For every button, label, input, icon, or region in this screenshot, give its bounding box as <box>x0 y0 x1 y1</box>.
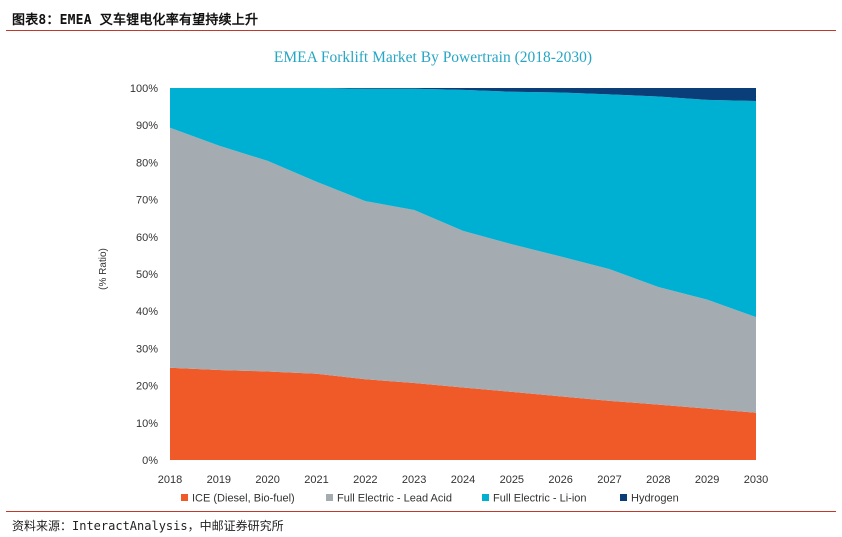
legend-label: Full Electric - Li-ion <box>493 493 587 505</box>
area-series-2 <box>170 127 756 413</box>
y-tick-label: 10% <box>136 418 158 430</box>
y-tick-label: 100% <box>130 83 158 95</box>
legend-swatch <box>181 494 188 501</box>
x-tick-label: 2024 <box>451 474 475 486</box>
x-tick-label: 2023 <box>402 474 426 486</box>
legend-label: ICE (Diesel, Bio-fuel) <box>192 493 295 505</box>
stacked-area-chart: EMEA Forklift Market By Powertrain (2018… <box>98 49 768 505</box>
area-series-1 <box>170 367 756 460</box>
x-tick-label: 2022 <box>353 474 377 486</box>
x-tick-label: 2026 <box>548 474 572 486</box>
y-tick-label: 40% <box>136 306 158 318</box>
legend-label: Full Electric - Lead Acid <box>337 493 452 505</box>
x-tick-label: 2028 <box>646 474 670 486</box>
source-note: 资料来源：InteractAnalysis，中邮证券研究所 <box>12 519 284 533</box>
legend-label: Hydrogen <box>631 493 679 505</box>
x-tick-label: 2029 <box>695 474 719 486</box>
area-series-3 <box>170 88 756 318</box>
x-tick-label: 2027 <box>597 474 621 486</box>
y-tick-label: 80% <box>136 157 158 169</box>
y-axis-label: (% Ratio) <box>98 248 109 290</box>
y-tick-label: 30% <box>136 343 158 355</box>
y-tick-labels: 0% 10% 20% 30% 40% 50% 60% 70% 80% 90% 100% <box>130 83 158 467</box>
figure-header: 图表8：EMEA 叉车锂电化率有望持续上升 <box>6 6 836 31</box>
x-tick-label: 2019 <box>207 474 231 486</box>
area-series-group <box>170 88 756 460</box>
area-series-4 <box>170 88 756 102</box>
x-tick-label: 2030 <box>744 474 768 486</box>
legend-swatch <box>326 494 333 501</box>
figure-title: 图表8：EMEA 叉车锂电化率有望持续上升 <box>12 13 259 28</box>
chart-title: EMEA Forklift Market By Powertrain (2018… <box>274 49 592 66</box>
y-tick-label: 70% <box>136 195 158 207</box>
x-tick-label: 2018 <box>158 474 182 486</box>
legend-swatch <box>620 494 627 501</box>
x-tick-label: 2021 <box>304 474 328 486</box>
legend-swatch <box>482 494 489 501</box>
x-tick-labels: 2018 2019 2020 2021 2022 2023 2024 2025 2026 2027… <box>158 474 768 486</box>
y-tick-label: 0% <box>142 455 158 467</box>
y-tick-label: 50% <box>136 269 158 281</box>
x-tick-label: 2025 <box>500 474 524 486</box>
legend: ICE (Diesel, Bio-fuel) Full Electric - Le… <box>181 493 679 505</box>
y-tick-label: 60% <box>136 232 158 244</box>
y-tick-label: 20% <box>136 381 158 393</box>
x-tick-label: 2020 <box>255 474 279 486</box>
y-tick-label: 90% <box>136 120 158 132</box>
source-footer: 资料来源：InteractAnalysis，中邮证券研究所 <box>6 511 836 536</box>
chart-container: EMEA Forklift Market By Powertrain (2018… <box>0 32 842 510</box>
